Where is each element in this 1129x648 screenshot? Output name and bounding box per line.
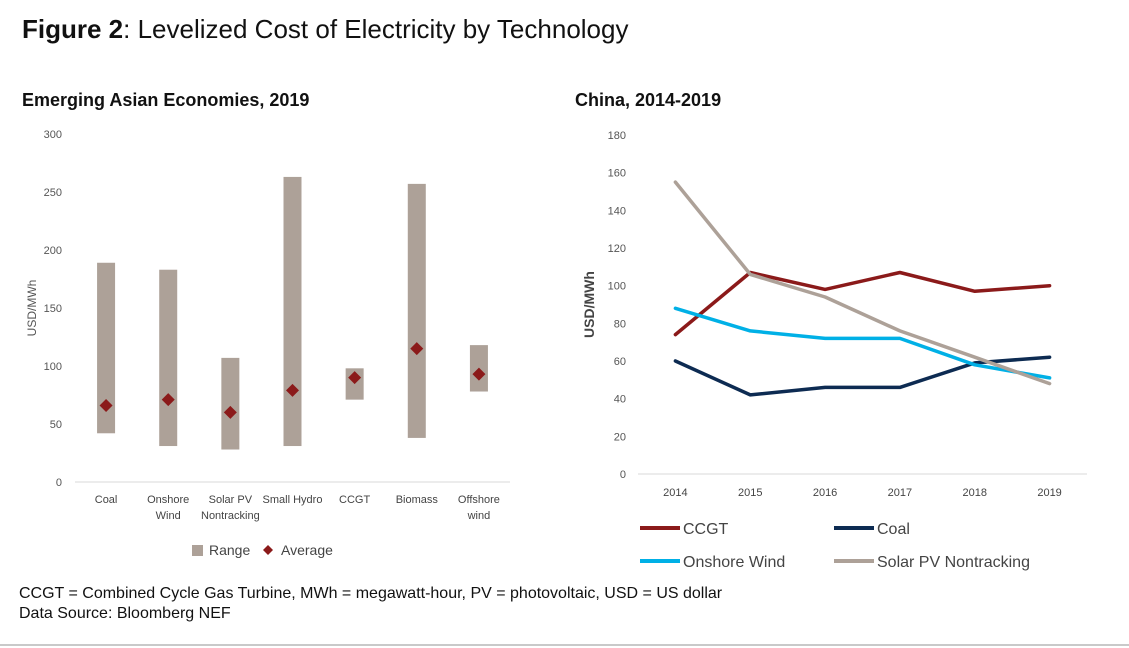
y-tick-label: 250 bbox=[44, 187, 62, 199]
range-bar bbox=[97, 262, 116, 434]
figure-separator: : bbox=[123, 14, 138, 44]
abbreviations-note: CCGT = Combined Cycle Gas Turbine, MWh =… bbox=[19, 585, 723, 602]
x-tick-label: Solar PV bbox=[209, 494, 253, 506]
series-line bbox=[673, 270, 1052, 337]
average-marker bbox=[286, 383, 299, 397]
y-tick-label: 80 bbox=[614, 318, 626, 330]
average-marker bbox=[472, 367, 486, 381]
average-marker bbox=[99, 398, 113, 412]
y-tick-label: 0 bbox=[56, 477, 62, 489]
range-average-chart: 0 50 100 150 200 250 300 USD/MWh Coal Onshore Wind… bbox=[25, 129, 510, 558]
y-tick-label: 100 bbox=[608, 281, 626, 293]
legend-average-label: Average bbox=[281, 542, 333, 558]
series-line bbox=[673, 306, 1052, 380]
legend-label: Coal bbox=[877, 521, 910, 538]
x-tick-label: 2018 bbox=[963, 487, 987, 499]
y-axis-label: USD/MWh bbox=[581, 271, 597, 338]
y-tick-label: 50 bbox=[50, 419, 62, 431]
legend-label: Solar PV Nontracking bbox=[877, 554, 1030, 571]
x-tick-label: 2019 bbox=[1037, 487, 1061, 499]
y-tick-label: 200 bbox=[44, 245, 62, 257]
series-line bbox=[673, 180, 1052, 386]
x-tick-label: 2016 bbox=[813, 487, 837, 499]
x-tick-label: wind bbox=[467, 510, 491, 522]
y-tick-label: 150 bbox=[44, 303, 62, 315]
x-tick-label: 2015 bbox=[738, 487, 762, 499]
x-tick-label: 2014 bbox=[663, 487, 687, 499]
y-tick-label: 120 bbox=[608, 243, 626, 255]
bottom-divider bbox=[0, 644, 1129, 646]
x-tick-label: CCGT bbox=[339, 494, 370, 506]
average-marker bbox=[161, 393, 175, 407]
figure-title: Figure 2: Levelized Cost of Electricity … bbox=[22, 14, 628, 45]
x-tick-label: Wind bbox=[156, 510, 181, 522]
y-tick-label: 60 bbox=[614, 356, 626, 368]
average-marker bbox=[410, 342, 424, 356]
legend-range-label: Range bbox=[209, 542, 250, 558]
right-chart-title: China, 2014-2019 bbox=[575, 90, 722, 110]
y-tick-label: 20 bbox=[614, 431, 626, 443]
x-tick-label: Biomass bbox=[396, 494, 439, 506]
y-axis-label: USD/MWh bbox=[25, 280, 39, 337]
y-tick-label: 180 bbox=[608, 130, 626, 142]
legend-range-swatch bbox=[192, 545, 203, 556]
x-tick-label: 2017 bbox=[888, 487, 912, 499]
y-tick-label: 160 bbox=[608, 168, 626, 180]
figure-title-text: Levelized Cost of Electricity by Technol… bbox=[137, 14, 629, 44]
legend-average-swatch bbox=[263, 545, 273, 555]
y-tick-label: 100 bbox=[44, 361, 62, 373]
x-tick-label: Offshore bbox=[458, 494, 500, 506]
y-tick-label: 300 bbox=[44, 129, 62, 141]
line-chart: 0 20 40 60 80 100 120 140 160 180 2014 2015 2016 2017… bbox=[581, 130, 1087, 571]
range-bar bbox=[283, 176, 302, 447]
legend-label: CCGT bbox=[683, 521, 729, 538]
left-chart-title: Emerging Asian Economies, 2019 bbox=[22, 90, 310, 110]
data-source-note: Data Source: Bloomberg NEF bbox=[19, 605, 231, 622]
y-tick-label: 40 bbox=[614, 394, 626, 406]
figure-label: Figure 2 bbox=[22, 14, 124, 44]
range-bar bbox=[221, 357, 240, 450]
x-tick-label: Onshore bbox=[147, 494, 189, 506]
x-tick-label: Coal bbox=[95, 494, 118, 506]
x-tick-label: Small Hydro bbox=[263, 494, 323, 506]
figure-notes: CCGT = Combined Cycle Gas Turbine, MWh =… bbox=[19, 584, 722, 624]
range-bar bbox=[159, 269, 178, 447]
average-marker bbox=[223, 405, 237, 419]
x-tick-label: Nontracking bbox=[201, 510, 260, 522]
average-marker bbox=[348, 371, 362, 385]
range-bar bbox=[407, 183, 426, 438]
y-tick-label: 0 bbox=[620, 469, 626, 481]
legend-label: Onshore Wind bbox=[683, 554, 785, 571]
y-tick-label: 140 bbox=[608, 205, 626, 217]
